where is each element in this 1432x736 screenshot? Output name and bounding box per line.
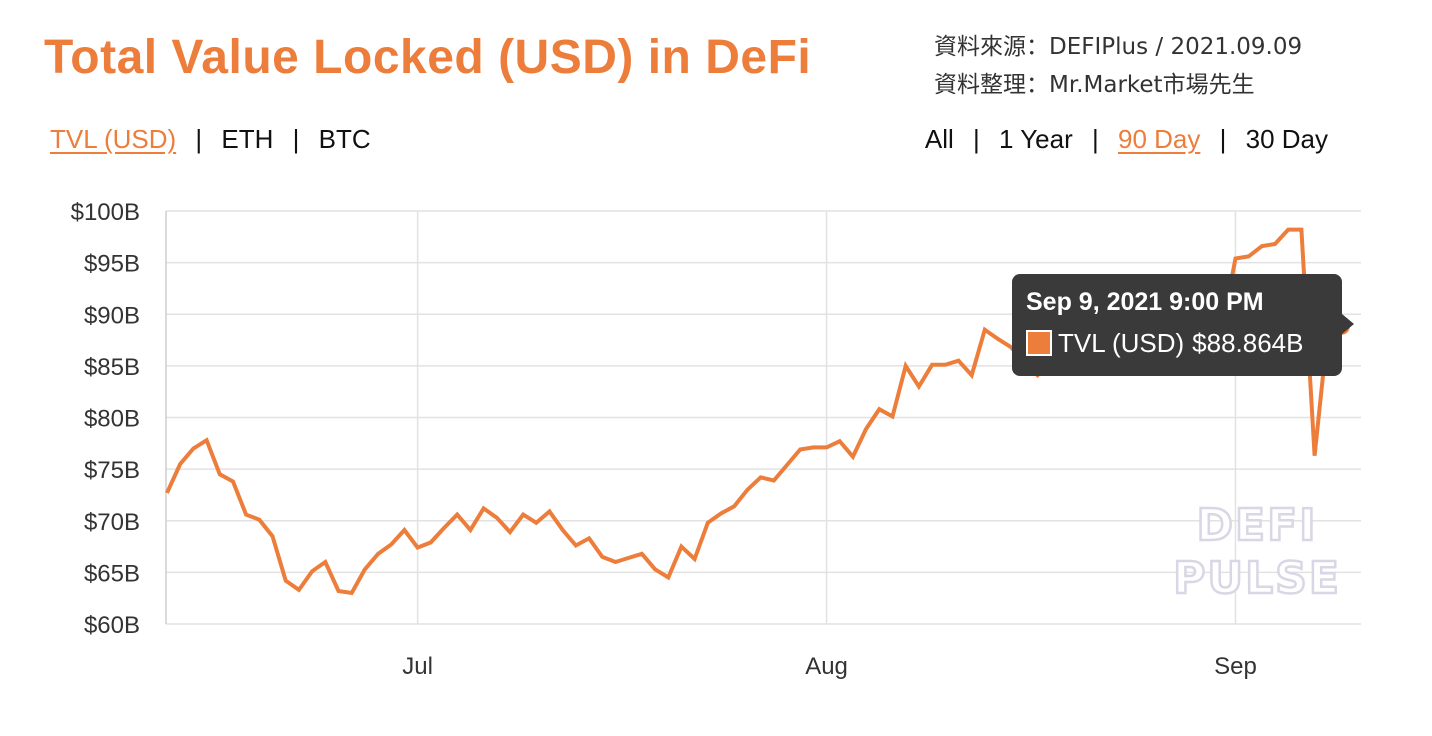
y-tick-label: $60B [84,612,140,639]
source-credit: 資料來源：DEFIPlus / 2021.09.09 資料整理：Mr.Marke… [934,28,1302,104]
tooltip-date: Sep 9, 2021 9:00 PM [1026,288,1264,316]
range-all[interactable]: All [924,124,954,154]
series-swatch-icon [1026,330,1052,356]
grid [165,210,1361,625]
separator: | [1219,124,1227,154]
hover-tooltip: Sep 9, 2021 9:00 PM TVL (USD) $88.864B [1012,274,1354,376]
tab-btc[interactable]: BTC [318,124,371,154]
tab-eth[interactable]: ETH [221,124,274,154]
y-axis-ticks: $60B $65B $70B $75B $80B $85B $90B $95B $100B [71,199,140,639]
x-tick-label: Sep [1214,653,1257,680]
y-tick-label: $65B [84,560,140,587]
source-line: 資料來源：DEFIPlus / 2021.09.09 [934,34,1303,60]
x-tick-label: Jul [402,653,433,680]
y-tick-label: $100B [71,199,140,226]
watermark-line-1: DEFI [1196,500,1317,551]
separator: | [1091,124,1099,154]
x-axis-ticks: Jul Aug Sep [402,653,1257,680]
tooltip-series-label: TVL (USD) [1058,328,1185,358]
watermark-line-2: PULSE [1173,553,1341,604]
tooltip-row: TVL (USD) $88.864B [1026,326,1328,360]
separator: | [292,124,300,154]
compiler-line: 資料整理：Mr.Market市場先生 [934,72,1255,98]
y-tick-label: $75B [84,457,140,484]
y-tick-label: $90B [84,302,140,329]
range-1-year[interactable]: 1 Year [999,124,1073,154]
tooltip-value: $88.864B [1192,328,1304,358]
tab-tvl-usd[interactable]: TVL (USD) [50,124,177,154]
y-tick-label: $85B [84,354,140,381]
y-tick-label: $80B [84,406,140,433]
y-tick-label: $70B [84,509,140,536]
metric-toggle-group: TVL (USD) | ETH | BTC [50,124,371,155]
separator: | [973,124,980,154]
y-tick-label: $95B [84,251,140,278]
separator: | [195,124,203,154]
x-tick-label: Aug [805,653,848,680]
range-toggle-group: All | 1 Year | 90 Day | 30 Day [925,124,1328,155]
defi-pulse-watermark: DEFI PULSE [1172,499,1341,606]
range-90-day[interactable]: 90 Day [1117,124,1201,154]
range-30-day[interactable]: 30 Day [1245,124,1328,154]
chart-title: Total Value Locked (USD) in DeFi [44,31,812,84]
